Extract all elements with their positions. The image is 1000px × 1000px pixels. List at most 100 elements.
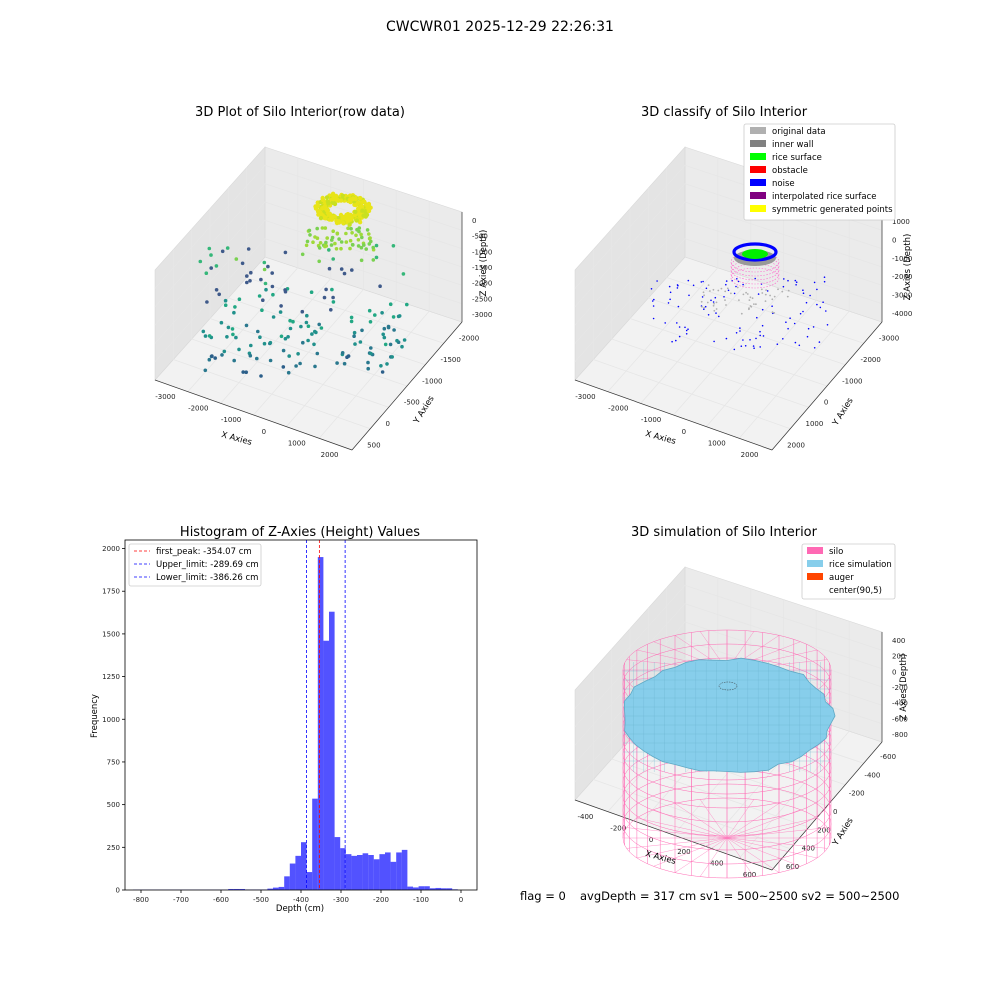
raw-point [357,226,362,230]
classify-noise-point [785,321,787,324]
silo-cap-spoke [726,837,755,877]
histogram-bar [301,842,307,890]
raw-point [258,335,262,340]
classify-legend-label: interpolated rice surface [772,192,877,202]
raw-point [348,246,352,251]
simulation-y-tick-label: 0 [833,808,837,816]
raw-point [360,208,365,213]
simulation-grid-line [574,584,883,709]
classify-noise-point [669,291,672,294]
raw-y-tick-label: 0 [386,420,390,428]
silo-cap-spoke [699,799,728,839]
raw-point [248,353,253,358]
raw-point [367,308,372,313]
simulation-grid-line [574,603,883,727]
classify-noise-point [688,294,690,297]
raw-point [245,274,249,278]
raw-point [213,356,217,360]
simulation-z-tick-label: 0 [892,668,896,676]
raw-z-tick-label: -2500 [472,295,492,303]
raw-point [283,336,288,341]
raw-point [305,313,309,318]
classify-original-point [703,294,705,297]
raw-point [232,358,236,363]
panel-classify-title: 3D classify of Silo Interior [641,105,808,120]
classify-rice-surface [742,249,768,259]
raw-point [325,236,330,240]
classify-noise-point [749,339,751,341]
raw-point [324,240,328,245]
raw-point [366,360,370,365]
raw-point [340,351,345,355]
classify-legend-frame [743,123,896,221]
raw-point [382,326,387,331]
raw-x-axis-line [154,379,353,451]
silo-cap-spoke [726,827,828,839]
raw-point [327,248,331,252]
classify-original-point [715,308,718,310]
classify-noise-point [823,280,826,283]
classify-noise-point [759,334,761,337]
raw-point [340,216,345,221]
classify-noise-point [813,281,816,284]
silo-cap-spoke [699,837,728,877]
classify-x-tick-label: 2000 [741,451,759,459]
simulation-x-axis-line [574,799,773,871]
histogram-x-tick-label: -200 [373,896,389,904]
raw-point [329,243,334,247]
raw-point [350,231,354,235]
classify-noise-point [813,347,816,349]
raw-point [232,310,236,315]
simulation-x-tick-label: 400 [710,860,723,868]
simulation-z-tick-label: 400 [892,637,905,645]
raw-point [378,284,382,289]
classify-noise-point [676,322,678,324]
simulation-y-tick-label: -600 [880,753,896,761]
histogram-bar [334,837,341,890]
classify-x-tick-label: -3000 [575,393,595,401]
raw-point [266,264,270,269]
raw-point [304,320,309,325]
histogram-bar [306,872,313,890]
classify-original-point [781,290,784,293]
histogram-x-tick-label: -700 [173,896,189,904]
raw-point [237,347,241,352]
classify-noise-point [714,296,717,299]
classify-noise-point [822,301,824,304]
raw-point [333,241,337,246]
raw-point [402,338,407,342]
histogram-bar [390,861,397,890]
raw-point [330,200,335,205]
raw-point [225,335,229,339]
raw-point [349,315,354,320]
classify-legend-label: symmetric generated points [772,205,893,215]
raw-point [237,297,242,302]
raw-point [305,239,310,244]
histogram-bar [267,888,273,890]
classify-noise-point [718,315,720,318]
classify-legend-swatch [750,192,766,199]
simulation-legend-label: silo [829,547,843,557]
raw-point [371,258,376,262]
classify-original-point [703,306,706,309]
classify-legend-swatch [750,153,766,160]
histogram-y-tick-label: 2000 [102,545,120,553]
classify-noise-ring [732,242,778,262]
raw-y-tick-label: -500 [404,399,420,407]
classify-original-point [720,287,723,290]
classify-noise-point [823,276,826,279]
histogram-y-tick-label: 250 [107,844,120,852]
raw-point [313,204,318,209]
classify-z-tick-label: -2000 [892,273,912,281]
raw-point [345,218,351,223]
histogram-y-tick-label: 1000 [102,716,120,724]
classify-original-point [745,291,747,294]
raw-point [209,253,213,257]
raw-point [338,212,344,218]
classify-original-point [753,303,755,305]
raw-point [400,344,404,349]
classify-noise-point [725,280,728,282]
raw-point [349,215,354,221]
raw-point [337,237,341,241]
